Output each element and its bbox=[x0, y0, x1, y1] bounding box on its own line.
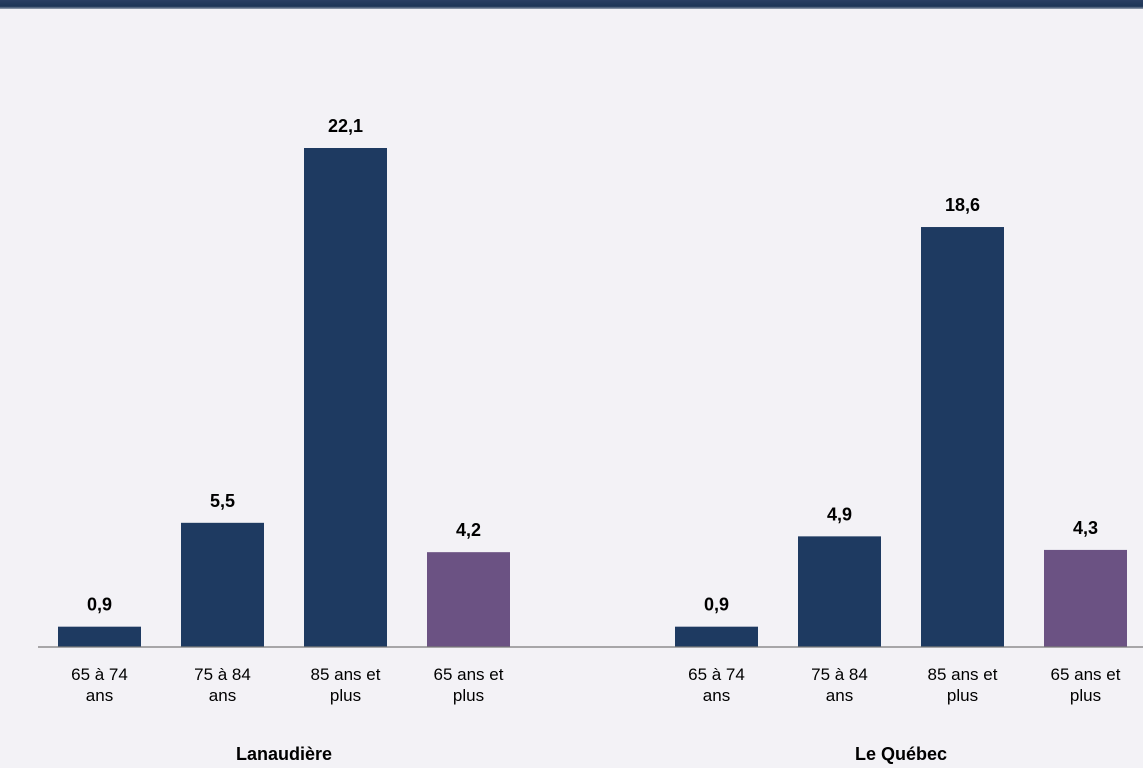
category-label-0-3-line-1: plus bbox=[453, 686, 484, 705]
group-label-1: Le Québec bbox=[855, 744, 947, 764]
data-label-0-3: 4,2 bbox=[456, 520, 481, 540]
bar-0-1 bbox=[181, 522, 264, 647]
category-label-1-2-line-1: plus bbox=[947, 686, 978, 705]
category-label-1-0-line-1: ans bbox=[703, 686, 730, 705]
data-label-0-2: 22,1 bbox=[328, 116, 363, 136]
category-label-1-1-line-1: ans bbox=[826, 686, 853, 705]
bars-layer bbox=[58, 148, 1127, 647]
bar-1-1 bbox=[798, 536, 881, 647]
data-label-1-2: 18,6 bbox=[945, 195, 980, 215]
category-label-1-3-line-0: 65 ans et bbox=[1051, 665, 1121, 684]
category-label-1-2-line-0: 85 ans et bbox=[928, 665, 998, 684]
category-label-0-0-line-1: ans bbox=[86, 686, 113, 705]
data-label-1-0: 0,9 bbox=[704, 595, 729, 615]
category-label-0-2-line-1: plus bbox=[330, 686, 361, 705]
category-label-0-1-line-0: 75 à 84 bbox=[194, 665, 251, 684]
category-label-1-1-line-0: 75 à 84 bbox=[811, 665, 868, 684]
labels-layer: 0,9 65 à 74 ans 5,5 75 à 84 ans 22,1 85 ans et p… bbox=[71, 116, 1121, 764]
category-label-0-2-line-0: 85 ans et bbox=[311, 665, 381, 684]
bar-0-2 bbox=[304, 148, 387, 647]
category-label-1-3-line-1: plus bbox=[1070, 686, 1101, 705]
bar-0-3 bbox=[427, 552, 510, 647]
data-label-0-1: 5,5 bbox=[210, 491, 235, 511]
category-label-0-3-line-0: 65 ans et bbox=[434, 665, 504, 684]
group-label-0: Lanaudière bbox=[236, 744, 332, 764]
bar-0-0 bbox=[58, 626, 141, 647]
header-rule bbox=[0, 0, 1143, 9]
category-label-1-0-line-0: 65 à 74 bbox=[688, 665, 745, 684]
category-label-0-1-line-1: ans bbox=[209, 686, 236, 705]
bar-1-2 bbox=[921, 227, 1004, 647]
category-label-0-0-line-0: 65 à 74 bbox=[71, 665, 128, 684]
data-label-1-3: 4,3 bbox=[1073, 518, 1098, 538]
data-label-1-1: 4,9 bbox=[827, 504, 852, 524]
bar-1-3 bbox=[1044, 549, 1127, 647]
bar-1-0 bbox=[675, 626, 758, 647]
data-label-0-0: 0,9 bbox=[87, 595, 112, 615]
